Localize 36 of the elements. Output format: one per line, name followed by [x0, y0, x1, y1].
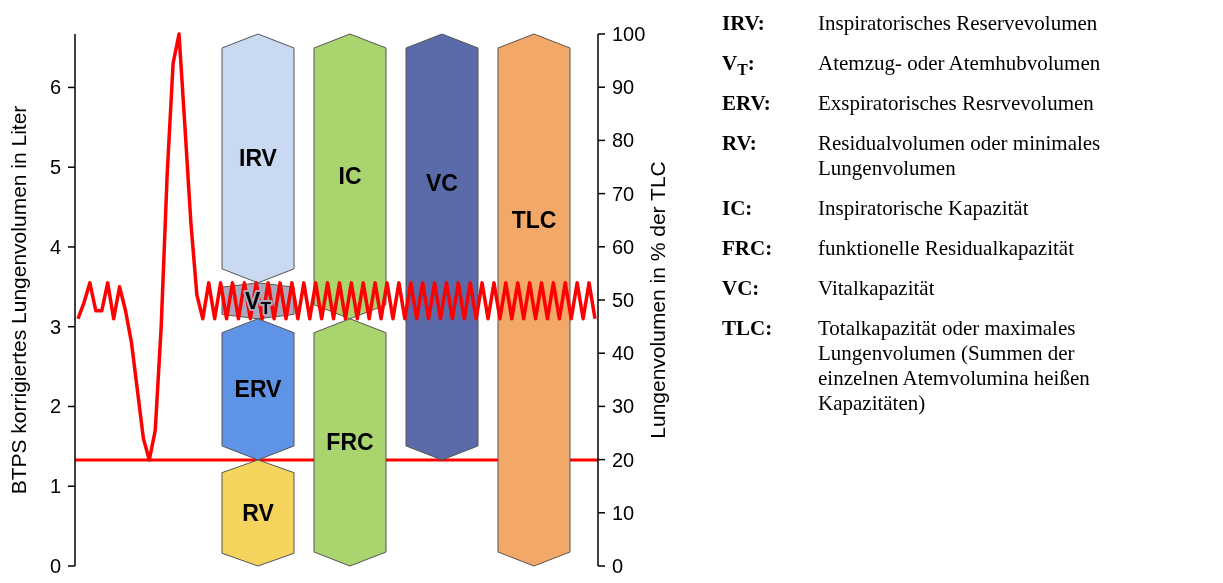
- band-label: IC: [338, 163, 362, 190]
- y-tick-label: 6: [49, 76, 61, 99]
- band-label: TLC: [511, 207, 557, 234]
- y2-tick-label: 90: [612, 76, 635, 99]
- text: IRV: Inspiratorisches Reservevolumen: [722, 11, 1098, 35]
- band-label: FRC: [326, 429, 374, 456]
- y2-tick-label: 60: [612, 235, 635, 258]
- y-tick-label: 0: [49, 555, 61, 577]
- y2-axis-title: Lungenvolumen in % der TLC: [646, 161, 669, 439]
- y-tick-label: 2: [49, 395, 61, 418]
- y2-tick-label: 30: [612, 395, 635, 418]
- text: IC: Inspiratorische Kapazität: [722, 196, 1029, 220]
- line-series: [76, 32, 597, 462]
- text: VC: Vitalkapazität: [722, 276, 935, 300]
- text: FRC: funktionelle Residualkapazität: [722, 236, 1074, 260]
- y2-tick-label: 10: [612, 501, 635, 524]
- text: RV: Residualvolumen oder minimales Lungenvolumen: [722, 131, 1101, 180]
- band-label: RV: [242, 500, 275, 527]
- y2-tick-label: 50: [612, 289, 635, 311]
- y-tick-label: 3: [49, 315, 61, 338]
- band-label: ERV: [234, 376, 283, 403]
- band-label: IRV: [239, 145, 278, 172]
- y2-tick-label: 100: [612, 23, 646, 45]
- text: V$_{T}$: Atemzug- oder Atemhubvolumen: [722, 51, 1101, 78]
- y2-tick-label: 0: [612, 555, 624, 577]
- y2-tick-label: 40: [612, 342, 635, 365]
- band-label: VC: [426, 170, 458, 197]
- y-tick-label: 1: [49, 475, 61, 498]
- y2-tick-label: 80: [612, 129, 635, 152]
- y-tick-label: 4: [49, 235, 61, 258]
- y-tick-label: 5: [49, 156, 61, 179]
- text: ERV: Exspiratorisches Resrvevolumen: [722, 91, 1094, 115]
- text: TLC: Totalkapazität oder maximales Lungenvolumen (Summen der einzelnen Atemvolumina heißen Kapazitäten): [722, 316, 1090, 415]
- y2-tick-label: 70: [612, 182, 635, 205]
- y-axis-title: BTPS korrigiertes Lungenvolumen in Liter: [7, 105, 30, 495]
- y2-tick-label: 20: [612, 448, 635, 471]
